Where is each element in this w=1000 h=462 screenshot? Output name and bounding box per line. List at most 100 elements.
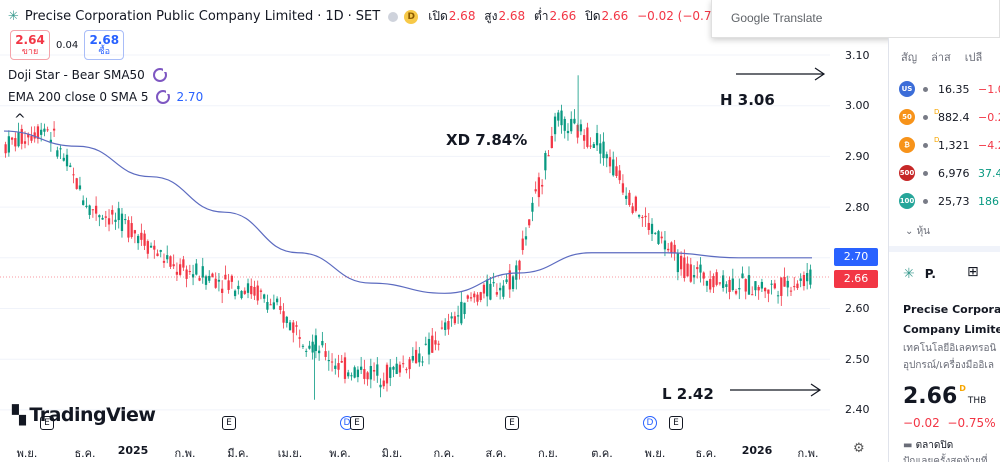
- candle: [570, 118, 573, 132]
- watchlist-row[interactable]: 500 6,976 37.4: [899, 162, 1000, 184]
- candle: [246, 283, 250, 293]
- candle: [641, 217, 644, 219]
- candle: [625, 195, 628, 199]
- trade-buttons: 2.64 ขาย 0.04 2.68 ซื้อ: [10, 30, 125, 60]
- chart-area[interactable]: ✳ Precise Corporation Public Company Lim…: [0, 0, 888, 462]
- candle: [188, 271, 191, 273]
- candle: [473, 293, 476, 298]
- candle: [612, 159, 615, 176]
- candle: [40, 129, 43, 135]
- watchlist-row[interactable]: ₿ D1,321 −4.2: [899, 134, 1000, 156]
- symbol-title[interactable]: Precise Corporation Public Company Limit…: [24, 9, 314, 24]
- market-closed-icon: ▬: [903, 440, 913, 451]
- candle: [566, 130, 570, 134]
- interval-label[interactable]: 1D: [325, 9, 344, 24]
- candle: [563, 118, 566, 131]
- candle: [182, 259, 185, 268]
- candle: [498, 287, 502, 291]
- candle: [647, 222, 650, 231]
- candle: [72, 174, 75, 176]
- watchlist-last: 16.35: [938, 82, 970, 96]
- buy-button[interactable]: 2.68 ซื้อ: [84, 30, 125, 60]
- candle: [78, 185, 82, 190]
- detail-ticker: P.: [924, 267, 936, 281]
- symbol-legend[interactable]: ✳ Precise Corporation Public Company Lim…: [8, 7, 740, 26]
- candle: [49, 139, 52, 144]
- candle: [715, 272, 718, 285]
- x-tick-label: 2026: [741, 444, 773, 457]
- company-name: Precise Corporation Company Limited ✎: [903, 303, 1000, 336]
- company-logo-icon: ✳: [8, 9, 19, 24]
- candle: [366, 372, 369, 380]
- candle: [767, 289, 770, 294]
- candle: [211, 273, 214, 278]
- delayed-badge: D: [934, 136, 940, 144]
- candle: [130, 223, 133, 238]
- collapse-legend-chevron-up-icon[interactable]: ^: [14, 112, 26, 128]
- panel-divider: [889, 246, 1000, 252]
- candle: [486, 279, 489, 297]
- loading-icon: [156, 89, 172, 104]
- status-dot-icon: [923, 86, 928, 92]
- candle: [305, 350, 308, 352]
- candle: [56, 150, 59, 157]
- x-tick-label: ก.ค.: [433, 447, 455, 460]
- google-translate-popup[interactable]: Google Translate: [711, 0, 1000, 38]
- market-status-dot-icon: [388, 11, 399, 22]
- candle: [30, 135, 33, 141]
- candle: [156, 253, 159, 257]
- candle: [263, 294, 266, 299]
- candle: [17, 132, 20, 147]
- x-tick-label: ธ.ค.: [74, 447, 96, 460]
- earnings-badge[interactable]: E: [669, 416, 683, 430]
- candle: [637, 214, 641, 217]
- candle: [793, 286, 796, 288]
- earnings-badge[interactable]: E: [350, 416, 364, 430]
- indicator-ema[interactable]: EMA 200 close 0 SMA 5 2.70: [8, 89, 204, 104]
- y-tick-label: 2.40: [845, 403, 870, 416]
- x-tick-label: พ.ย.: [644, 447, 666, 460]
- y-tick-label: 3.10: [845, 49, 870, 62]
- y-tick-label: 2.60: [845, 302, 870, 315]
- candle: [786, 280, 789, 288]
- candle: [214, 278, 217, 288]
- watchlist-row[interactable]: US 16.35 −1.0: [899, 78, 1000, 100]
- candle: [414, 349, 418, 364]
- watchlist-row[interactable]: 100 25,73 186.: [899, 190, 1000, 212]
- high-value: 2.68: [498, 9, 526, 23]
- earnings-badge[interactable]: E: [40, 416, 54, 430]
- candle: [764, 287, 767, 292]
- earnings-badge[interactable]: E: [222, 416, 236, 430]
- candle: [136, 235, 140, 244]
- candle: [259, 290, 263, 292]
- candle: [175, 271, 179, 275]
- earnings-badge[interactable]: E: [505, 416, 519, 430]
- tradingview-logo[interactable]: ▚ TradingView: [12, 404, 156, 426]
- symbol-detail-header[interactable]: ✳ P.: [903, 266, 936, 282]
- candle: [434, 340, 437, 345]
- x-tick-label: เม.ย.: [277, 447, 303, 460]
- candle: [440, 327, 444, 329]
- sector-text[interactable]: เทคโนโลยีอิเลคทรอนิ อุปกรณ์/เครื่องมืออิ…: [903, 343, 997, 371]
- candle: [153, 245, 156, 250]
- price-chart[interactable]: [0, 0, 888, 462]
- candle: [595, 133, 599, 146]
- candle: [124, 219, 127, 221]
- candle: [476, 294, 479, 302]
- grid-view-icon[interactable]: ⊞: [967, 264, 979, 280]
- candle: [353, 367, 356, 378]
- dividend-badge[interactable]: D: [643, 416, 657, 430]
- candle: [195, 263, 198, 275]
- low-arrow: [730, 383, 822, 397]
- x-tick-label: ก.พ.: [797, 447, 819, 460]
- indicator-doji-star[interactable]: Doji Star - Bear SMA50: [8, 67, 168, 82]
- watchlist-section-toggle[interactable]: ⌄ หุ้น: [905, 226, 930, 237]
- candle: [705, 281, 709, 286]
- candle: [272, 302, 276, 310]
- chart-settings-gear-icon[interactable]: ⚙: [853, 441, 865, 456]
- candle: [589, 145, 592, 147]
- delayed-data-badge[interactable]: D: [404, 9, 419, 24]
- sell-button[interactable]: 2.64 ขาย: [10, 30, 50, 60]
